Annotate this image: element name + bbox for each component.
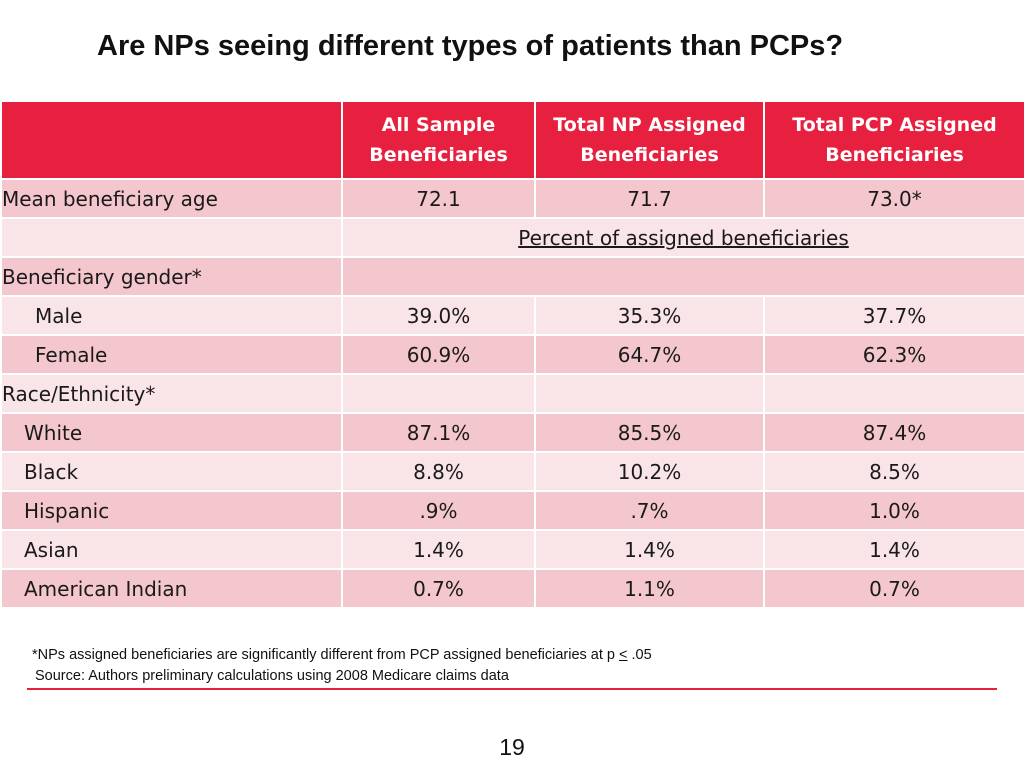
significance-footnote: *NPs assigned beneficiaries are signific… xyxy=(32,647,992,668)
cell-np: 1.1% xyxy=(534,568,765,609)
cell-all-sample: 87.1% xyxy=(341,412,536,453)
cell-empty xyxy=(534,373,765,414)
cell-pcp: 73.0* xyxy=(763,178,1024,219)
cell-np: 85.5% xyxy=(534,412,765,453)
header-np-assigned: Total NP Assigned Beneficiaries xyxy=(534,100,765,180)
cell-np: 35.3% xyxy=(534,295,765,336)
table-row: White 87.1% 85.5% 87.4% xyxy=(0,412,1024,453)
cell-empty xyxy=(341,373,536,414)
table-row: Race/Ethnicity* xyxy=(0,373,1024,414)
footnote-prefix: *NPs assigned beneficiaries are signific… xyxy=(32,647,620,663)
footnote-suffix: .05 xyxy=(627,647,652,663)
row-label: Mean beneficiary age xyxy=(0,178,343,219)
header-row: All Sample Beneficiaries Total NP Assign… xyxy=(0,100,1024,180)
row-label: Race/Ethnicity* xyxy=(0,373,343,414)
row-label: Female xyxy=(0,334,343,375)
footer-divider xyxy=(27,688,997,690)
row-label: American Indian xyxy=(0,568,343,609)
cell-empty xyxy=(341,256,1024,297)
table-row: Asian 1.4% 1.4% 1.4% xyxy=(0,529,1024,570)
header-pcp-assigned: Total PCP Assigned Beneficiaries xyxy=(763,100,1024,180)
table-row: Percent of assigned beneficiaries xyxy=(0,217,1024,258)
cell-all-sample: 72.1 xyxy=(341,178,536,219)
cell-empty xyxy=(763,373,1024,414)
row-label: Asian xyxy=(0,529,343,570)
row-label: Beneficiary gender* xyxy=(0,256,343,297)
row-label: Male xyxy=(0,295,343,336)
cell-pcp: 1.0% xyxy=(763,490,1024,531)
footnotes: *NPs assigned beneficiaries are signific… xyxy=(32,647,992,689)
row-label: White xyxy=(0,412,343,453)
cell-pcp: 37.7% xyxy=(763,295,1024,336)
table-row: Male 39.0% 35.3% 37.7% xyxy=(0,295,1024,336)
cell-all-sample: .9% xyxy=(341,490,536,531)
page-number: 19 xyxy=(499,734,525,760)
row-label-empty xyxy=(0,217,343,258)
cell-all-sample: 60.9% xyxy=(341,334,536,375)
table-row: Hispanic .9% .7% 1.0% xyxy=(0,490,1024,531)
table-row: Female 60.9% 64.7% 62.3% xyxy=(0,334,1024,375)
cell-np: .7% xyxy=(534,490,765,531)
row-label: Hispanic xyxy=(0,490,343,531)
cell-all-sample: 8.8% xyxy=(341,451,536,492)
header-corner xyxy=(0,100,343,180)
cell-np: 71.7 xyxy=(534,178,765,219)
cell-pcp: 8.5% xyxy=(763,451,1024,492)
cell-pcp: 0.7% xyxy=(763,568,1024,609)
table-row: Beneficiary gender* xyxy=(0,256,1024,297)
row-label: Black xyxy=(0,451,343,492)
cell-np: 1.4% xyxy=(534,529,765,570)
demographics-table: All Sample Beneficiaries Total NP Assign… xyxy=(0,100,1024,609)
cell-np: 64.7% xyxy=(534,334,765,375)
cell-pcp: 1.4% xyxy=(763,529,1024,570)
percent-subheader-text: Percent of assigned beneficiaries xyxy=(518,225,849,250)
cell-all-sample: 0.7% xyxy=(341,568,536,609)
cell-pcp: 87.4% xyxy=(763,412,1024,453)
header-all-sample: All Sample Beneficiaries xyxy=(341,100,536,180)
cell-pcp: 62.3% xyxy=(763,334,1024,375)
table-row: Black 8.8% 10.2% 8.5% xyxy=(0,451,1024,492)
cell-all-sample: 39.0% xyxy=(341,295,536,336)
footnote-le-symbol: < xyxy=(619,647,628,663)
table-row: Mean beneficiary age 72.1 71.7 73.0* xyxy=(0,178,1024,219)
percent-subheader: Percent of assigned beneficiaries xyxy=(341,217,1024,258)
slide-title: Are NPs seeing different types of patien… xyxy=(97,30,844,62)
cell-all-sample: 1.4% xyxy=(341,529,536,570)
source-note: Source: Authors preliminary calculations… xyxy=(35,668,509,684)
table-row: American Indian 0.7% 1.1% 0.7% xyxy=(0,568,1024,609)
cell-np: 10.2% xyxy=(534,451,765,492)
